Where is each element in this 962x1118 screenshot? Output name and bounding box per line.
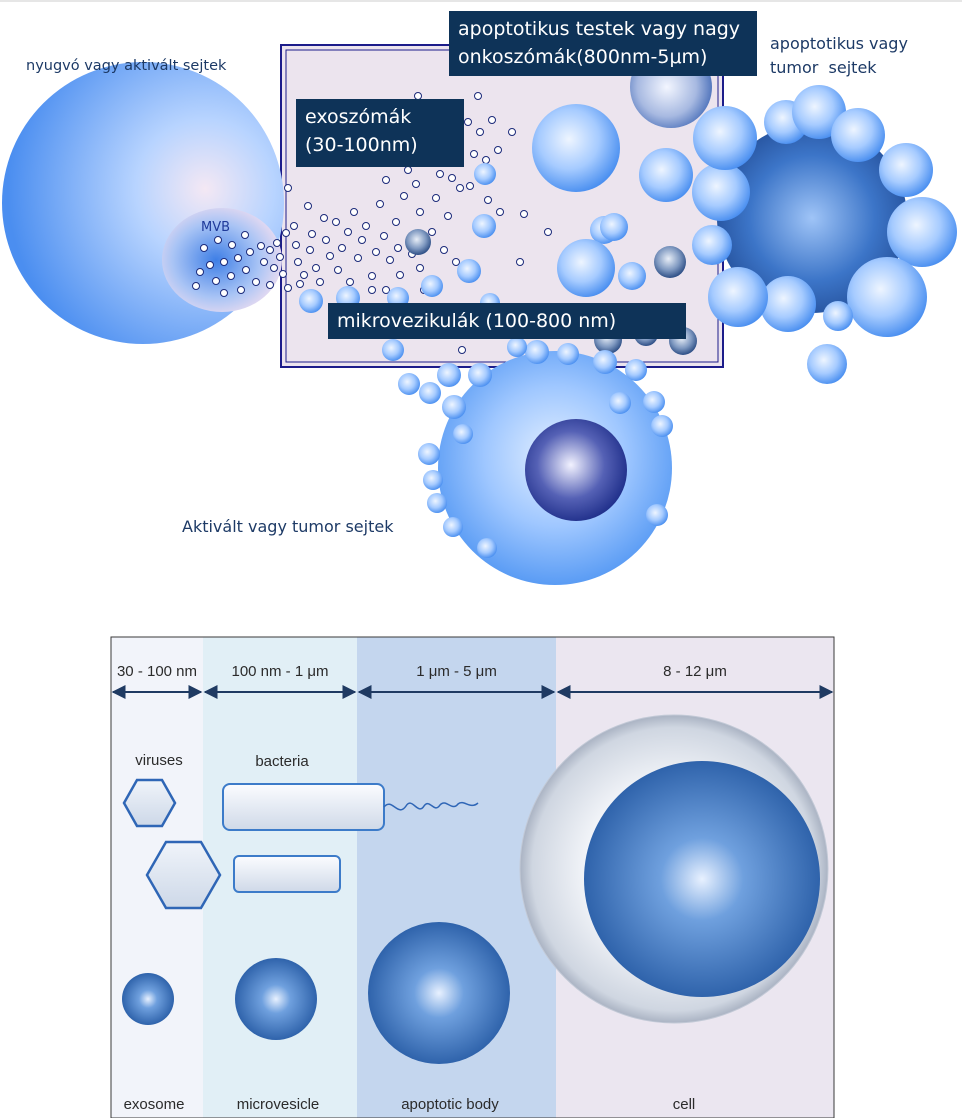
exosome-ball xyxy=(122,973,174,1025)
range-label-exosome: 30 - 100 nm xyxy=(116,663,198,680)
apoptotic-bodies-label-box: apoptotikus testek vagy nagy onkoszómák(… xyxy=(449,11,757,76)
cell-nucleus xyxy=(584,761,820,997)
apoptotic-body-label: apoptotic body xyxy=(401,1096,499,1113)
microvesicle-ball xyxy=(235,958,317,1040)
apoptotic-bodies-label-line1: apoptotikus testek vagy nagy xyxy=(458,18,741,40)
activated-tumor-cell xyxy=(398,337,673,585)
microvesicles-field xyxy=(299,46,712,361)
exosomes-label-line2: (30-100nm) xyxy=(305,134,418,156)
top-divider xyxy=(0,0,962,2)
apoptotic-body-ball xyxy=(368,922,510,1064)
size-comparison-figure xyxy=(110,636,835,1118)
viruses-label: viruses xyxy=(135,752,183,769)
bacterium-flagellum xyxy=(383,801,479,811)
virus-small-hexagon xyxy=(122,778,177,828)
microvesicle-label: microvesicle xyxy=(236,1096,320,1113)
virus-large-hexagon xyxy=(145,840,222,910)
apoptotic-cells-label-line1: apoptotikus vagy xyxy=(770,34,908,53)
resting-cells-label: nyugvó vagy aktivált sejtek xyxy=(26,58,227,74)
bacterium-large xyxy=(222,783,385,831)
cell-label: cell xyxy=(672,1096,696,1113)
range-label-apoptotic: 1 μm - 5 μm xyxy=(416,663,497,680)
exosomes-label-line1: exoszómák xyxy=(305,106,412,128)
exosome-particles xyxy=(266,92,552,354)
range-label-cell: 8 - 12 μm xyxy=(663,663,727,680)
activated-cells-label: Aktivált vagy tumor sejtek xyxy=(182,517,394,536)
bacteria-label: bacteria xyxy=(255,753,309,770)
range-label-microvesicle: 100 nm - 1 μm xyxy=(231,663,329,680)
apoptotic-cells-label: apoptotikus vagy tumor sejtek xyxy=(770,32,908,80)
apoptotic-cell-cluster xyxy=(692,85,957,384)
exosomes-label-box: exoszómák (30-100nm) xyxy=(296,99,464,167)
apoptotic-bodies-label-line2: onkoszómák(800nm-5μm) xyxy=(458,46,708,68)
bacterium-small xyxy=(233,855,341,893)
mvb-label: MVB xyxy=(201,220,231,235)
exosome-label: exosome xyxy=(123,1096,185,1113)
microvesicles-label-box: mikrovezikulák (100-800 nm) xyxy=(328,303,686,339)
apoptotic-cells-label-line2: tumor sejtek xyxy=(770,58,877,77)
